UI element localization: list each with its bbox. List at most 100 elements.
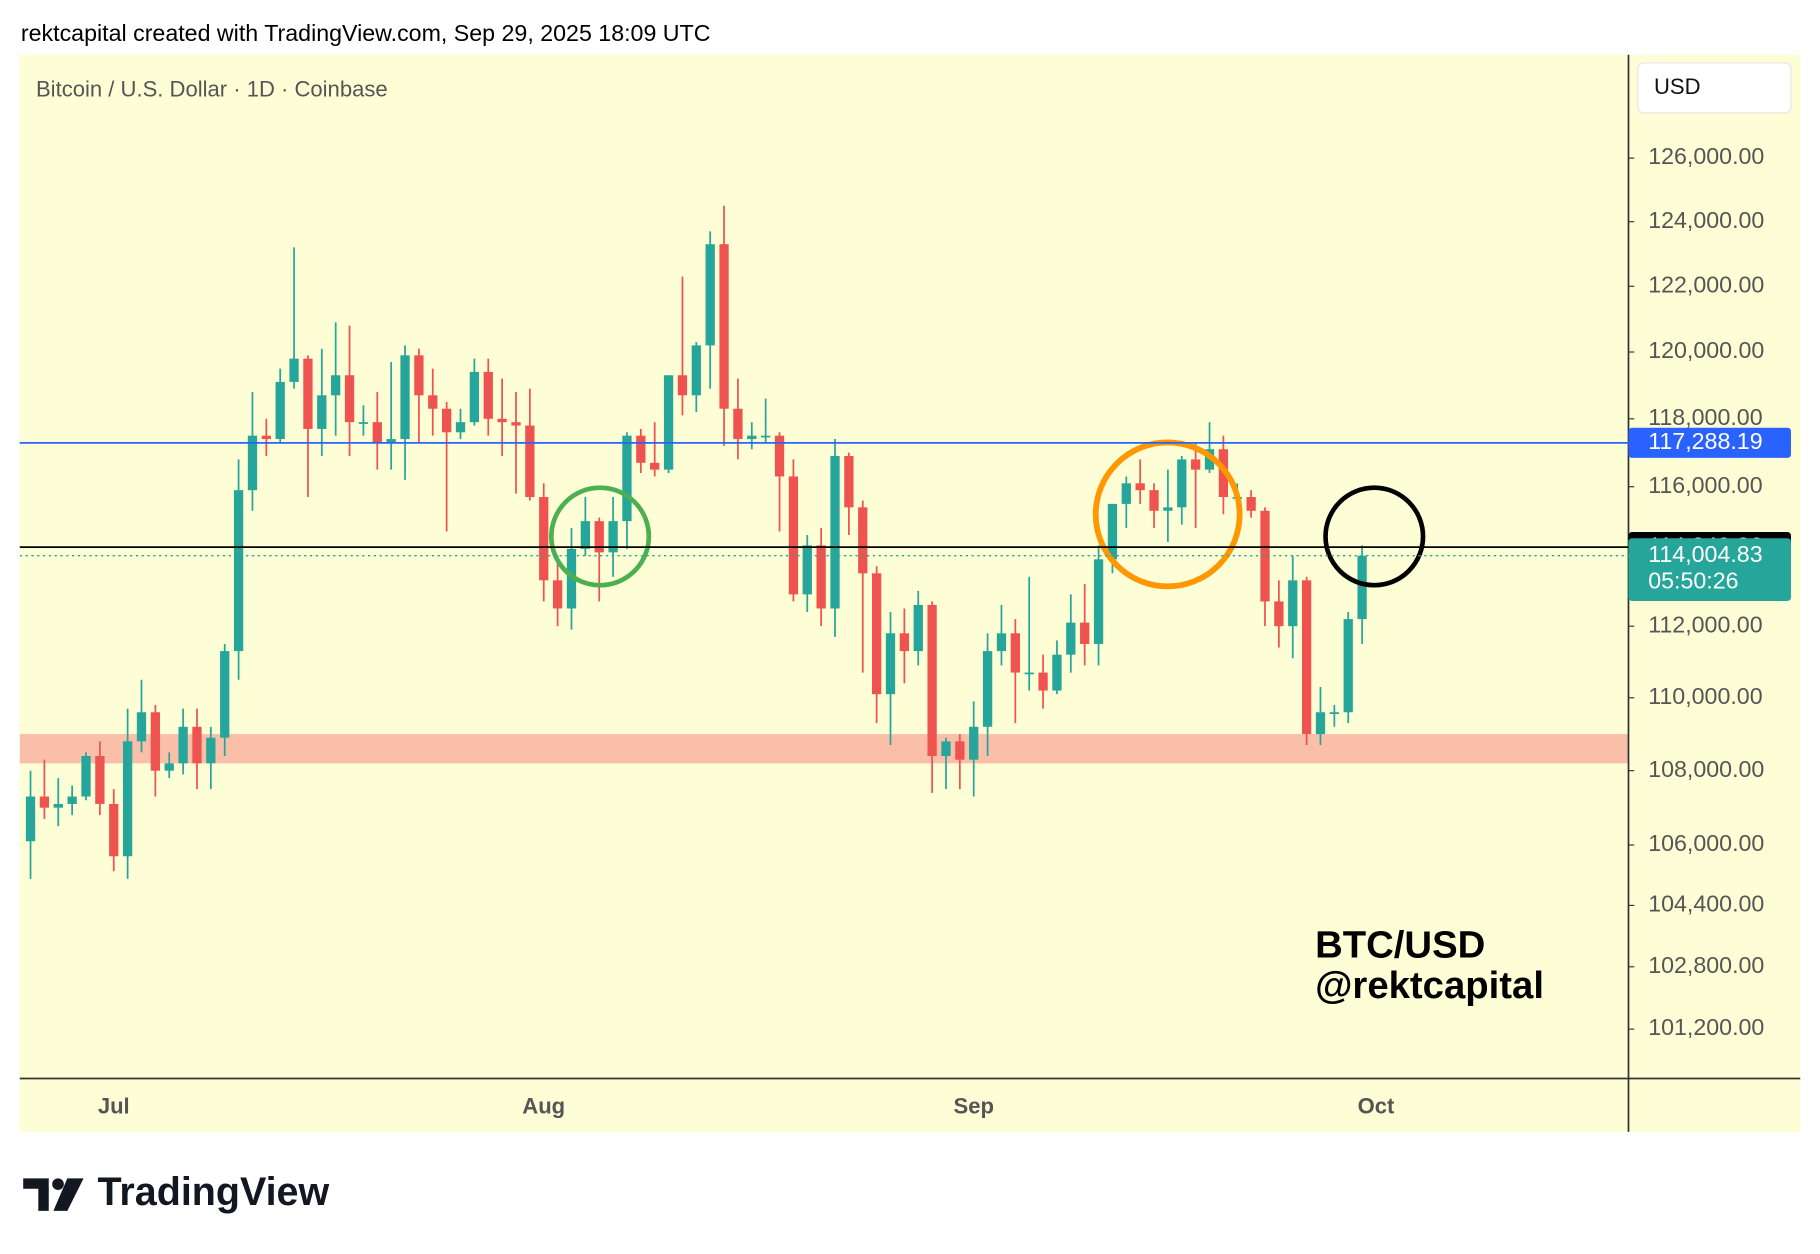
x-tick-label: Aug bbox=[522, 1093, 565, 1118]
candle-body bbox=[1038, 672, 1048, 691]
currency: USD bbox=[1654, 74, 1701, 99]
candle-body bbox=[1329, 712, 1339, 714]
candle-body bbox=[1010, 633, 1020, 673]
candle-body bbox=[1107, 503, 1118, 560]
candle-body bbox=[539, 497, 549, 581]
candle-body bbox=[1301, 580, 1312, 735]
y-tick-label: 106,000.00 bbox=[1648, 830, 1764, 856]
candle-body bbox=[913, 604, 923, 652]
y-tick-label: 108,000.00 bbox=[1648, 756, 1764, 782]
candle-body bbox=[247, 435, 258, 491]
countdown: 05:50:26 bbox=[1648, 567, 1738, 593]
candle-body bbox=[955, 741, 965, 760]
candle-body bbox=[1191, 459, 1201, 470]
candle-body bbox=[206, 737, 216, 764]
candle-body bbox=[400, 355, 410, 440]
candle-body bbox=[1093, 559, 1104, 644]
candle-body bbox=[747, 435, 757, 440]
candle-body bbox=[1274, 601, 1284, 627]
x-tick-label: Sep bbox=[954, 1093, 994, 1118]
candle-body bbox=[136, 712, 147, 742]
candle-body bbox=[761, 435, 771, 438]
y-tick-label: 102,800.00 bbox=[1648, 952, 1764, 978]
candle-body bbox=[81, 756, 91, 797]
candle-body bbox=[733, 408, 743, 440]
logo: TradingView bbox=[23, 1170, 329, 1214]
y-tick-label: 118,000.00 bbox=[1648, 404, 1762, 430]
y-tick-label: 126,000.00 bbox=[1648, 143, 1764, 169]
candle-body bbox=[996, 633, 1007, 652]
annotation: @rektcapital bbox=[1315, 964, 1544, 1007]
header: rektcapital created with TradingView.com… bbox=[21, 20, 711, 46]
candle-body bbox=[594, 521, 604, 553]
candle-body bbox=[497, 418, 507, 423]
price-label-box bbox=[1628, 427, 1791, 458]
candle-body bbox=[802, 545, 812, 595]
candle-body bbox=[927, 604, 937, 757]
candle-body bbox=[414, 355, 424, 396]
candle-body bbox=[372, 422, 382, 443]
candle-body bbox=[650, 462, 660, 470]
candle-body bbox=[788, 476, 799, 595]
candle-body bbox=[67, 796, 77, 804]
candle-body bbox=[871, 573, 882, 695]
candle-body bbox=[580, 521, 590, 549]
candle-body bbox=[483, 371, 493, 419]
candle-body bbox=[663, 375, 674, 470]
candle-body bbox=[428, 395, 438, 409]
y-tick-label: 116,000.00 bbox=[1648, 472, 1762, 498]
x-tick-label: Jul bbox=[98, 1093, 130, 1118]
candle-body bbox=[1177, 459, 1187, 508]
candle-body bbox=[455, 422, 466, 433]
candle-body bbox=[525, 425, 535, 498]
currency-box[interactable] bbox=[1637, 62, 1792, 114]
candle-body bbox=[1357, 555, 1367, 620]
candle-body bbox=[1066, 622, 1076, 655]
candle-body bbox=[469, 371, 480, 423]
candle-body bbox=[899, 633, 910, 652]
y-tick-label: 112,000.00 bbox=[1648, 611, 1762, 637]
candle-body bbox=[844, 456, 854, 508]
last-price-label: 114,004.83 bbox=[1648, 541, 1762, 567]
candle-body bbox=[178, 726, 188, 764]
candle-body bbox=[1246, 497, 1256, 511]
candle-body bbox=[442, 408, 452, 433]
y-tick-label: 110,000.00 bbox=[1648, 683, 1762, 709]
candle-body bbox=[677, 375, 688, 396]
candle-body bbox=[885, 633, 896, 695]
annotation: BTC/USD bbox=[1315, 923, 1485, 966]
logo-mark bbox=[52, 1178, 64, 1190]
price-label: 117,288.19 bbox=[1648, 428, 1762, 454]
candle-body bbox=[164, 763, 174, 771]
logo-mark bbox=[23, 1178, 49, 1211]
candle-body bbox=[331, 375, 341, 396]
y-tick-label: 104,400.00 bbox=[1648, 891, 1764, 917]
candle-body bbox=[233, 490, 244, 652]
candle-body bbox=[858, 507, 868, 574]
y-tick-label: 124,000.00 bbox=[1648, 207, 1764, 233]
plot-area bbox=[19, 205, 1629, 879]
candle-body bbox=[1052, 654, 1062, 691]
candle-body bbox=[969, 726, 979, 760]
candle-body bbox=[1343, 619, 1353, 713]
candle-body bbox=[275, 381, 285, 440]
candle-body bbox=[386, 439, 396, 443]
candle-body bbox=[109, 803, 119, 857]
candle-body bbox=[608, 521, 618, 553]
candle-body bbox=[303, 358, 313, 429]
chart-panel bbox=[19, 54, 1801, 1132]
candle-body bbox=[982, 651, 993, 727]
candle-body bbox=[1163, 507, 1173, 511]
candle-body bbox=[1080, 622, 1090, 644]
candle-body bbox=[691, 345, 701, 396]
candle-body bbox=[289, 358, 299, 382]
candle-body bbox=[317, 395, 327, 429]
y-tick-label: 101,200.00 bbox=[1648, 1014, 1764, 1040]
x-tick-label: Oct bbox=[1358, 1093, 1395, 1118]
candle-body bbox=[261, 435, 271, 440]
candle-body bbox=[1149, 490, 1159, 511]
candle-body bbox=[122, 741, 133, 857]
candle-body bbox=[941, 741, 951, 757]
highlight-circle bbox=[549, 485, 652, 588]
